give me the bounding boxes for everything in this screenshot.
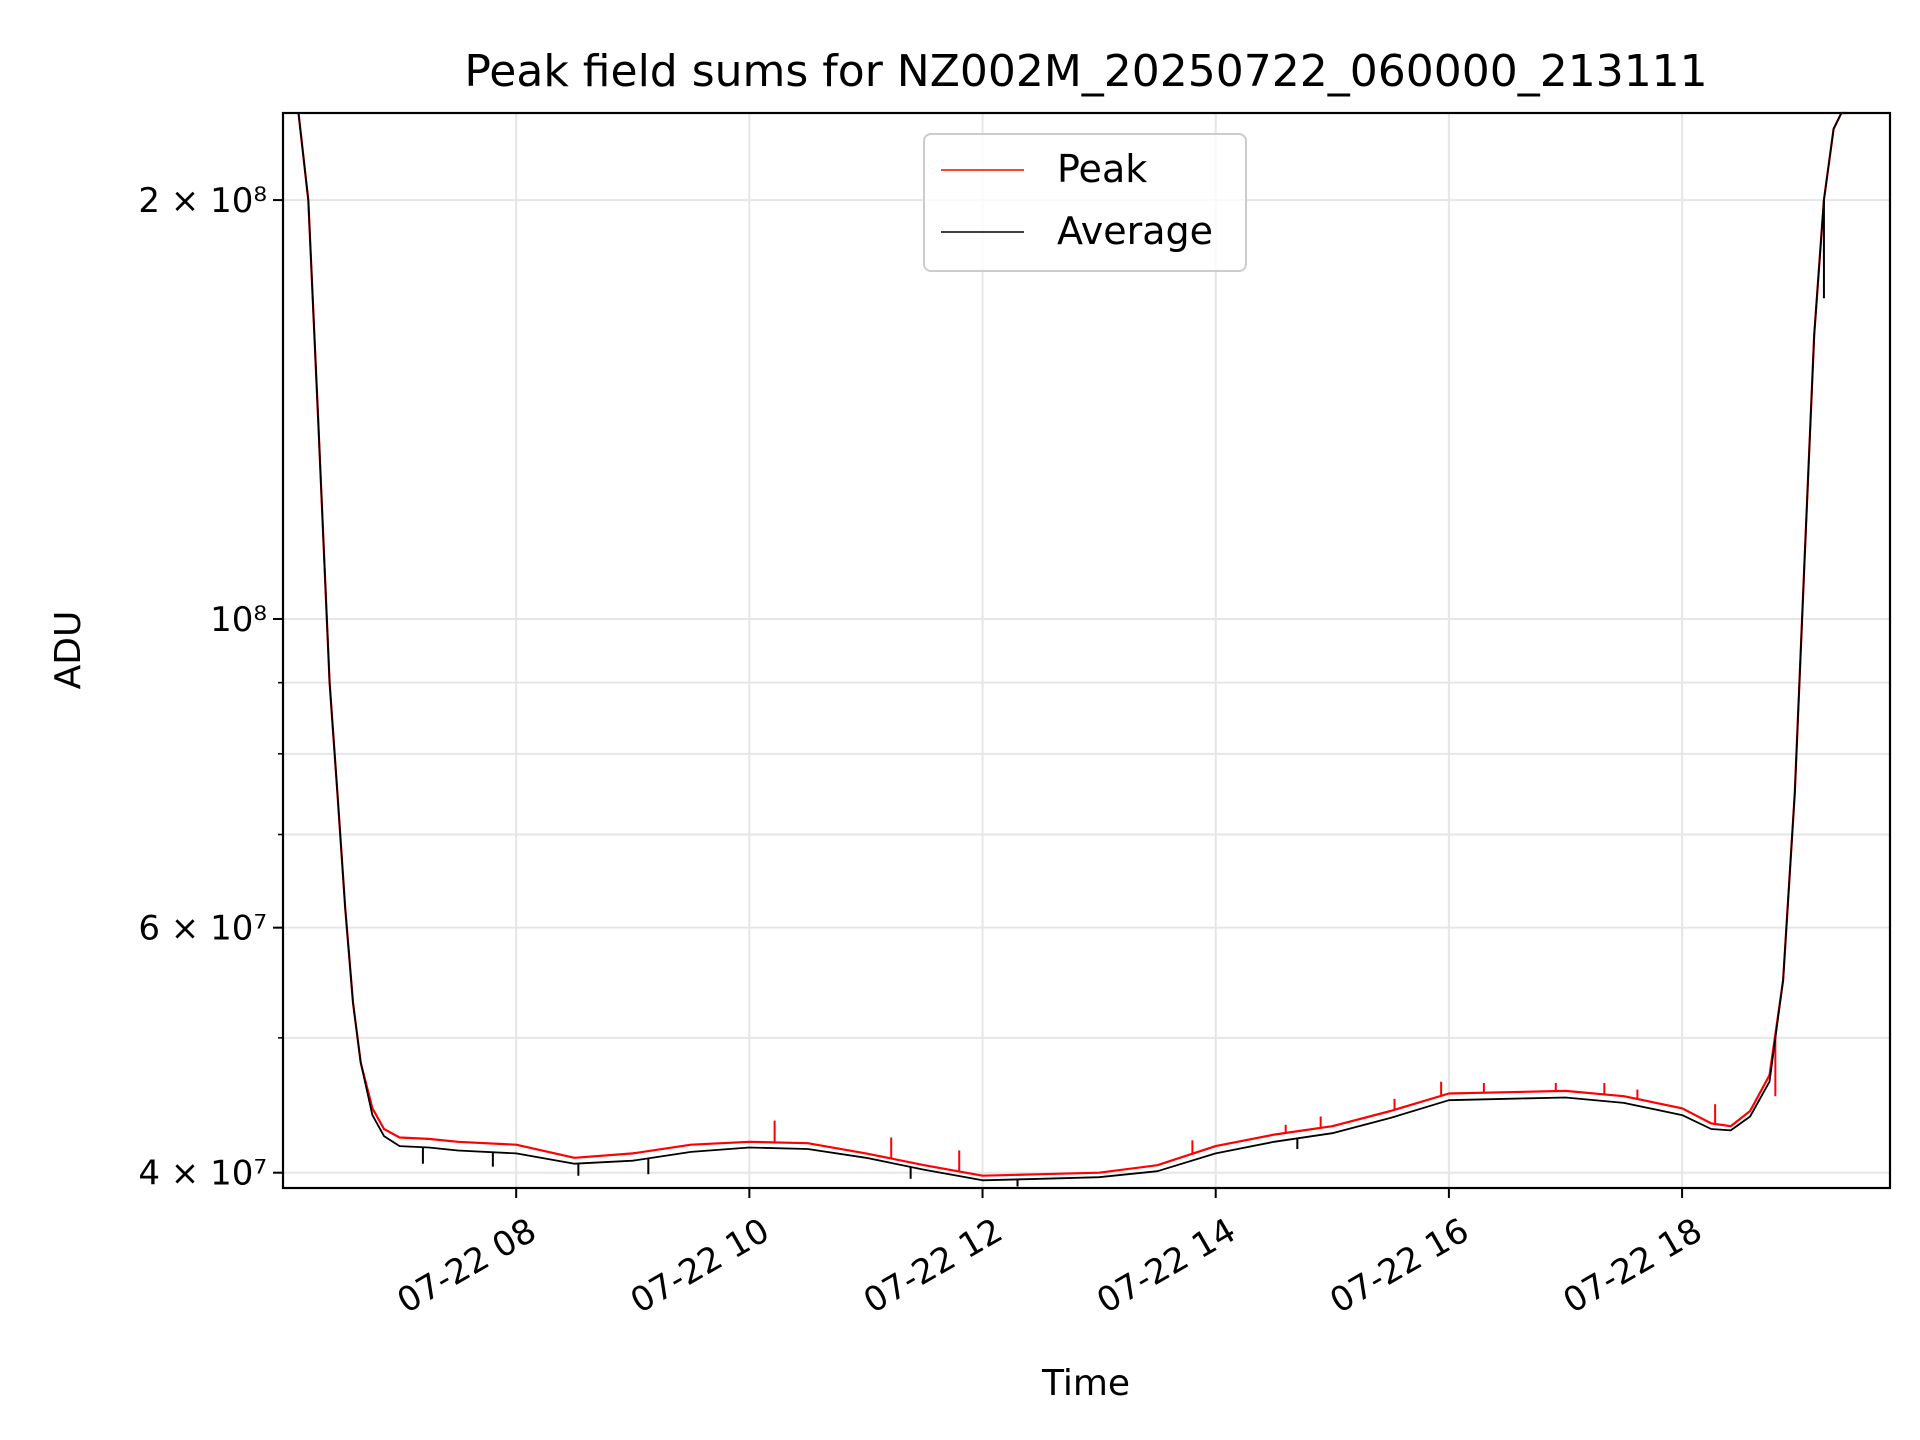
series-layer (297, 111, 1848, 1187)
y-axis: 4 × 10⁷ 6 × 10⁷ 10⁸ 2 × 10⁸ (138, 181, 283, 1194)
series-average (297, 112, 1848, 1187)
legend-label-peak: Peak (1057, 147, 1147, 191)
y-tick-label: 6 × 10⁷ (138, 909, 267, 949)
plot-frame (281, 111, 1892, 1190)
y-axis-label: ADU (48, 611, 89, 690)
series-line-average (297, 112, 1848, 1182)
chart-title: Peak field sums for NZ002M_20250722_0600… (464, 46, 1707, 97)
legend: Peak Average (923, 133, 1247, 272)
y-tick-label: 10⁸ (210, 600, 267, 640)
y-tick-label: 2 × 10⁸ (138, 181, 267, 221)
legend-label-average: Average (1057, 209, 1213, 253)
legend-box (923, 133, 1247, 272)
y-tick-label: 4 × 10⁷ (138, 1154, 267, 1194)
x-axis-label: Time (1041, 1363, 1130, 1404)
